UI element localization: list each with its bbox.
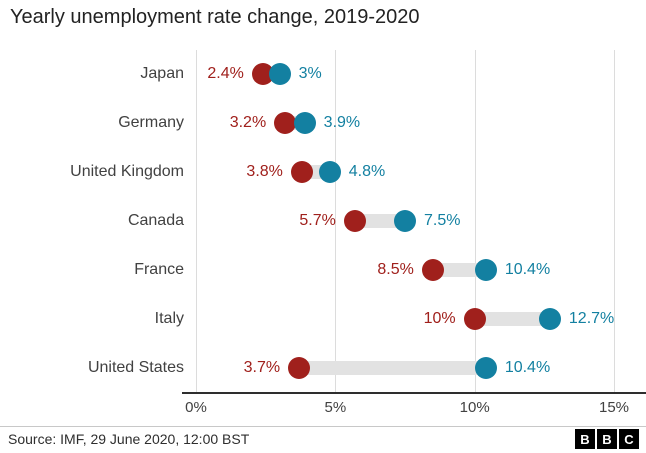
dumbbell-connector	[354, 214, 405, 228]
x-axis-line	[182, 392, 646, 394]
dot-2020	[474, 356, 497, 379]
value-label-2019: 10%	[423, 309, 456, 327]
footer-divider	[0, 426, 646, 427]
value-label-2020: 3%	[298, 65, 322, 83]
dumbbell-connector	[474, 311, 550, 326]
dot-2020	[394, 210, 416, 232]
chart-title: Yearly unemployment rate change, 2019-20…	[10, 6, 420, 28]
dot-2019	[274, 112, 297, 135]
dumbbell-connector	[432, 262, 486, 277]
value-label-2019: 2.4%	[207, 65, 244, 83]
dot-2020	[318, 161, 341, 184]
dot-2020	[293, 112, 316, 135]
x-tick-label: 10%	[459, 399, 490, 416]
value-label-2019: 3.7%	[243, 358, 281, 376]
bbc-logo-block-c: C	[619, 429, 639, 449]
gridline	[474, 50, 476, 392]
value-label-2020: 7.5%	[424, 212, 461, 229]
dot-2019	[288, 356, 311, 379]
value-label-2019: 5.7%	[299, 212, 336, 229]
value-label-2019: 8.5%	[377, 260, 414, 278]
bbc-logo-block-b1: B	[575, 429, 595, 449]
x-tick-label: 5%	[324, 399, 347, 416]
dot-2020	[538, 307, 561, 330]
bbc-logo-block-b2: B	[597, 429, 617, 449]
dot-2019	[290, 161, 313, 184]
country-label: Italy	[154, 309, 184, 327]
value-label-2020: 12.7%	[568, 309, 615, 327]
country-label: Germany	[118, 114, 184, 132]
country-label: France	[134, 260, 184, 278]
value-label-2019: 3.8%	[246, 163, 283, 181]
dot-2019	[463, 307, 486, 330]
x-tick-label: 0%	[185, 399, 207, 416]
gridline	[614, 50, 615, 392]
dot-2019	[421, 258, 444, 281]
value-label-2020: 10.4%	[504, 260, 551, 278]
x-tick-label: 15%	[598, 399, 630, 416]
gridline	[335, 50, 337, 392]
dot-2019	[251, 63, 274, 86]
dot-2019	[343, 210, 366, 232]
country-label: Japan	[140, 65, 184, 83]
country-label: Canada	[127, 212, 184, 229]
gridline	[196, 50, 197, 392]
dot-2020	[268, 63, 291, 86]
dot-2020	[474, 258, 497, 281]
country-label: United Kingdom	[70, 163, 184, 181]
bbc-logo: B B C	[575, 429, 639, 449]
country-label: United States	[87, 358, 184, 376]
value-label-2019: 3.2%	[229, 114, 267, 132]
dumbbell-connector	[299, 360, 486, 375]
source-text: Source: IMF, 29 June 2020, 12:00 BST	[8, 431, 250, 447]
value-label-2020: 10.4%	[504, 358, 551, 376]
value-label-2020: 4.8%	[348, 163, 386, 181]
value-label-2020: 3.9%	[323, 114, 361, 132]
